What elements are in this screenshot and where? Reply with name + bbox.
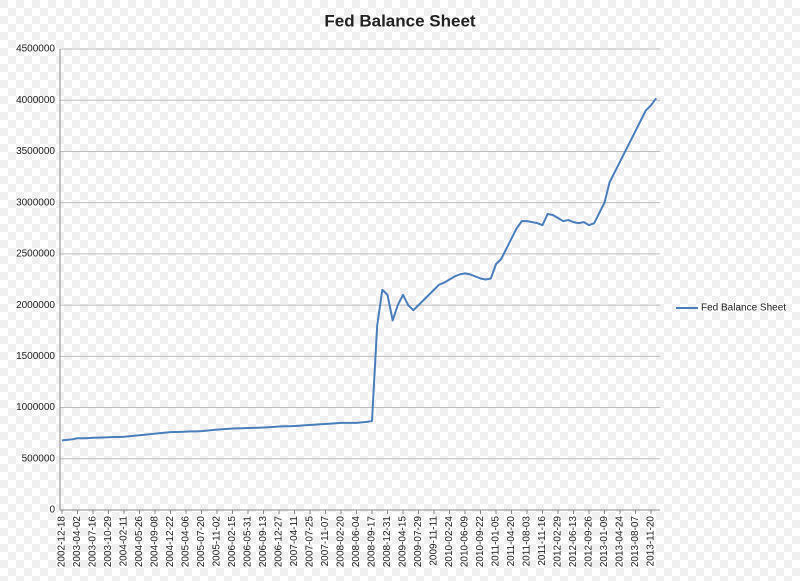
x-tick-label: 2012-02-29 [553,516,564,568]
y-tick-label: 1000000 [16,402,55,413]
x-tick-label: 2008-02-20 [336,516,347,568]
x-tick-label: 2003-10-29 [103,516,114,568]
x-tick-label: 2005-07-20 [196,516,207,568]
x-tick-label: 2005-11-02 [212,516,223,567]
x-tick-label: 2010-06-09 [460,516,471,568]
x-tick-label: 2011-11-16 [537,516,548,566]
x-tick-label: 2007-04-11 [289,516,300,567]
x-tick-label: 2011-08-03 [522,516,533,567]
y-tick-label: 4000000 [16,95,55,106]
x-tick-label: 2006-12-27 [274,516,285,568]
y-tick-label: 2500000 [16,249,55,260]
y-tick-label: 500000 [22,453,56,464]
x-tick-label: 2013-08-07 [630,516,641,568]
y-tick-label: 4500000 [16,44,55,55]
x-tick-label: 2006-09-13 [258,516,269,568]
y-tick-label: 3000000 [16,197,55,208]
legend-label: Fed Balance Sheet [701,303,786,314]
x-tick-label: 2011-01-05 [491,516,502,567]
x-tick-label: 2009-07-29 [413,516,424,568]
x-tick-label: 2004-09-08 [150,516,161,568]
x-tick-label: 2009-04-15 [398,516,409,568]
x-tick-label: 2003-07-16 [88,516,99,568]
x-tick-label: 2008-06-04 [351,516,362,568]
x-tick-label: 2006-02-15 [227,516,238,568]
x-tick-label: 2006-05-31 [243,516,254,568]
y-tick-label: 0 [49,505,55,516]
x-tick-label: 2010-09-22 [475,516,486,568]
x-tick-label: 2013-04-24 [615,516,626,568]
x-tick-label: 2013-01-09 [599,516,610,568]
x-tick-label: 2003-04-02 [72,516,83,568]
x-tick-label: 2004-05-26 [134,516,145,568]
data-line [61,97,657,442]
y-tick-label: 2000000 [16,300,55,311]
x-tick-label: 2007-07-25 [305,516,316,568]
x-tick-label: 2011-04-20 [506,516,517,567]
x-tick-label: 2004-02-11 [119,516,130,567]
x-tick-label: 2008-09-17 [367,516,378,568]
x-tick-label: 2013-11-20 [646,516,657,567]
x-tick-label: 2002-12-18 [57,516,68,568]
x-tick-label: 2009-11-11 [429,516,440,566]
x-tick-label: 2005-04-06 [181,516,192,568]
x-tick-label: 2010-02-24 [444,516,455,568]
x-tick-label: 2008-12-31 [382,516,393,568]
y-tick-label: 1500000 [16,351,55,362]
x-tick-label: 2012-06-13 [568,516,579,568]
chart-title: Fed Balance Sheet [324,11,476,30]
x-tick-label: 2007-11-07 [320,516,331,567]
y-tick-label: 3500000 [16,146,55,157]
x-tick-label: 2004-12-22 [165,516,176,568]
x-tick-label: 2012-09-26 [584,516,595,568]
